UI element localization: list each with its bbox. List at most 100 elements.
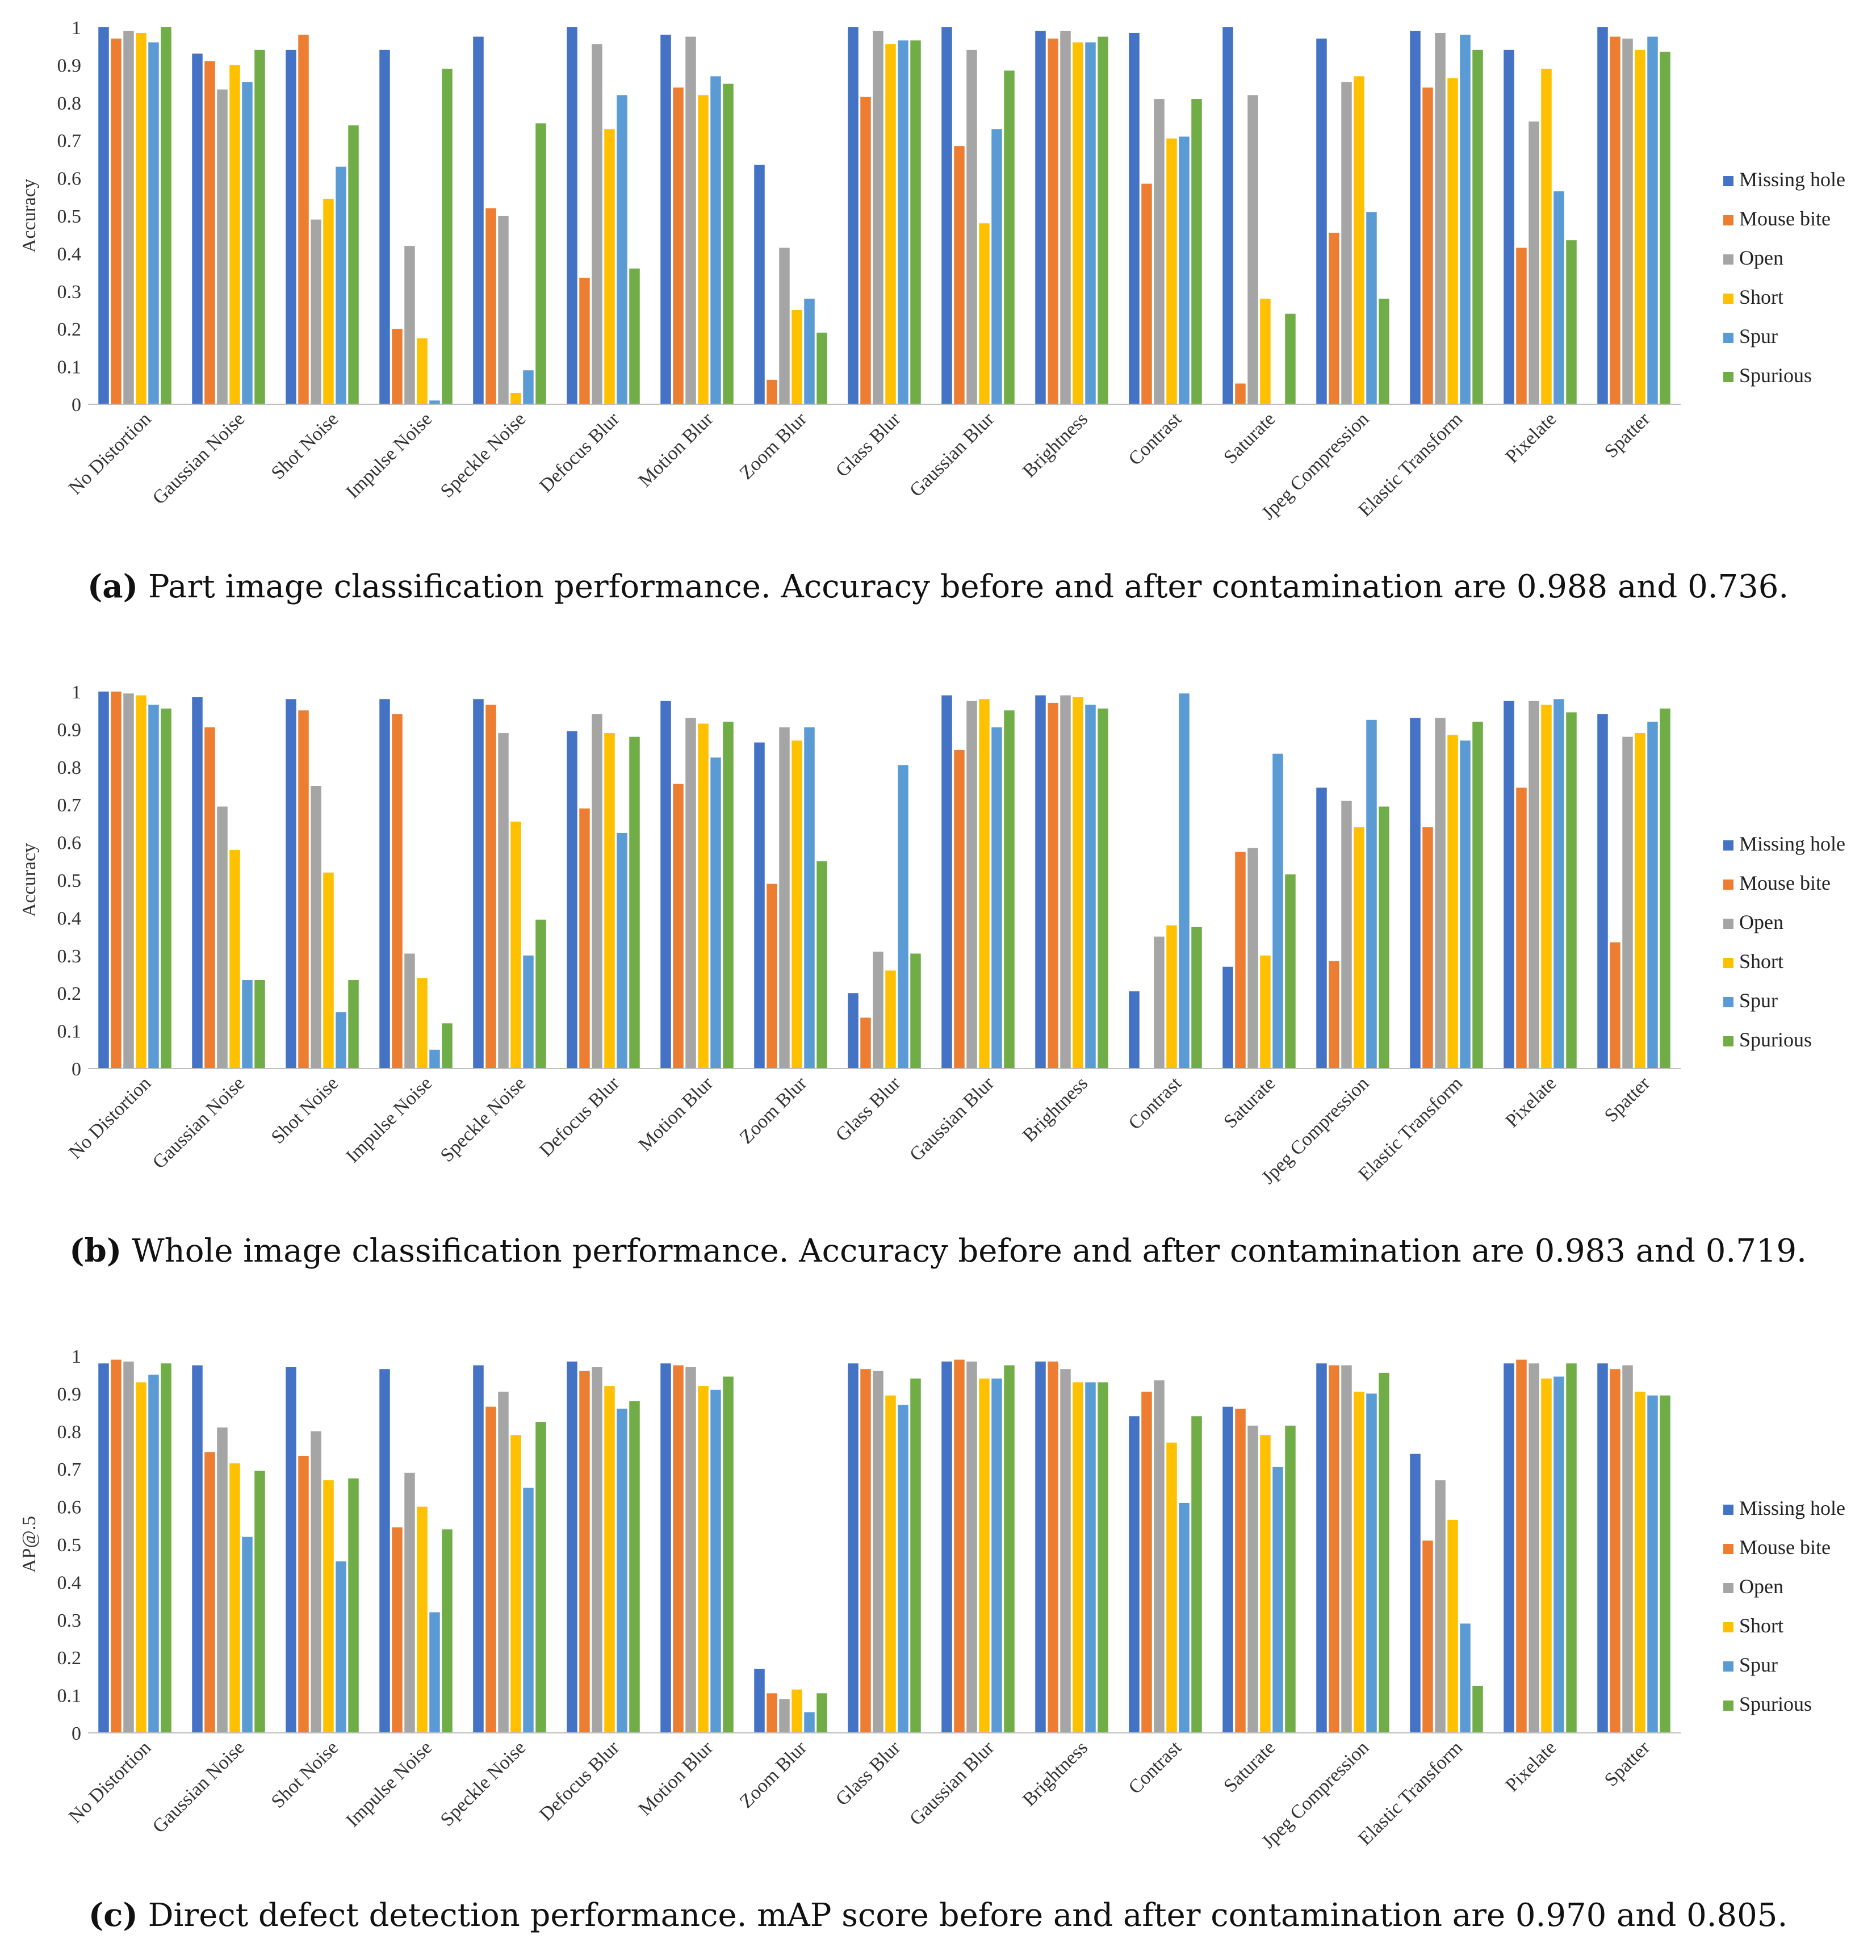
- y-tick-label: 0.2: [57, 1648, 82, 1669]
- bar-no-distortion-missing-hole: [98, 27, 109, 404]
- bar-zoom-blur-open: [779, 1699, 790, 1733]
- bar-speckle-noise-missing-hole: [473, 36, 484, 405]
- bar-spatter-spur: [1647, 36, 1658, 405]
- y-tick-label: 0.4: [57, 244, 82, 265]
- bar-contrast-open: [1154, 936, 1165, 1069]
- bar-speckle-noise-spurious: [535, 919, 546, 1069]
- panel-c: 0 0.1 0.2 0.3 0.4 0.5 0.6 0.7 0.8 0.9 1 AP@.5 No Dis…: [0, 1329, 1876, 1960]
- y-tick-label: 0: [72, 395, 81, 416]
- caption-a-text: Part image classification performance. A…: [148, 568, 1789, 605]
- legend-label-short: Short: [1739, 286, 1783, 308]
- bar-jpeg-compression-open: [1341, 801, 1352, 1069]
- bar-brightness-mouse-bite: [1048, 38, 1058, 405]
- bar-contrast-spur: [1179, 136, 1190, 404]
- bar-motion-blur-spur: [710, 1389, 721, 1733]
- bar-saturate-mouse-bite: [1235, 383, 1246, 404]
- bar-gaussian-blur-mouse-bite: [954, 146, 965, 404]
- caption-a-label: (a): [87, 568, 139, 605]
- bar-impulse-noise-short: [417, 338, 428, 404]
- bar-elastic-transform-mouse-bite: [1422, 87, 1433, 405]
- bar-jpeg-compression-spurious: [1379, 1372, 1389, 1733]
- y-tick-label: 0.9: [57, 55, 82, 76]
- bar-contrast-missing-hole: [1129, 1416, 1140, 1733]
- x-tick-label-contrast: Contrast: [1125, 408, 1186, 470]
- y-axis-title: Accuracy: [19, 843, 40, 917]
- bar-jpeg-compression-spur: [1366, 719, 1377, 1069]
- x-tick-label-no-distortion: No Distortion: [65, 1737, 155, 1827]
- bar-elastic-transform-spur: [1460, 1623, 1471, 1733]
- x-tick-label-contrast: Contrast: [1125, 1737, 1186, 1798]
- x-tick-label-saturate: Saturate: [1220, 1737, 1279, 1796]
- legend-label-open: Open: [1739, 911, 1783, 933]
- bar-gaussian-noise-short: [229, 65, 240, 404]
- bar-pixelate-missing-hole: [1504, 49, 1514, 405]
- bar-motion-blur-open: [685, 718, 696, 1069]
- panel-a: 0 0.1 0.2 0.3 0.4 0.5 0.6 0.7 0.8 0.9 1 Accuracy No …: [0, 0, 1876, 636]
- bar-glass-blur-missing-hole: [848, 993, 859, 1069]
- bar-elastic-transform-short: [1447, 1519, 1458, 1733]
- bar-speckle-noise-short: [510, 393, 521, 404]
- bar-no-distortion-short: [136, 32, 146, 404]
- bar-elastic-transform-mouse-bite: [1422, 827, 1433, 1069]
- bar-motion-blur-spur: [710, 757, 721, 1069]
- bar-gaussian-noise-spurious: [254, 49, 265, 405]
- bar-brightness-missing-hole: [1035, 695, 1046, 1069]
- bar-no-distortion-spurious: [161, 1363, 171, 1733]
- bar-shot-noise-spur: [336, 1012, 346, 1069]
- bar-contrast-spurious: [1191, 927, 1202, 1069]
- bar-brightness-spur: [1085, 42, 1096, 404]
- bar-contrast-open: [1154, 99, 1165, 404]
- bar-defocus-blur-spurious: [629, 268, 640, 404]
- bar-defocus-blur-spurious: [629, 1401, 640, 1733]
- bar-impulse-noise-mouse-bite: [392, 714, 403, 1069]
- bar-glass-blur-mouse-bite: [860, 97, 871, 405]
- x-tick-label-defocus-blur: Defocus Blur: [535, 1073, 624, 1161]
- bar-gaussian-noise-mouse-bite: [204, 1452, 215, 1733]
- bar-jpeg-compression-short: [1354, 827, 1364, 1069]
- bar-contrast-short: [1166, 925, 1177, 1069]
- bar-speckle-noise-mouse-bite: [485, 1406, 496, 1733]
- bar-zoom-blur-spur: [804, 1712, 815, 1733]
- bar-shot-noise-spur: [336, 166, 346, 404]
- bar-saturate-mouse-bite: [1235, 852, 1246, 1069]
- bar-glass-blur-open: [873, 31, 883, 404]
- bar-contrast-short: [1166, 138, 1177, 404]
- bar-zoom-blur-short: [792, 1689, 802, 1733]
- bar-impulse-noise-short: [417, 1506, 428, 1733]
- bar-shot-noise-short: [323, 199, 334, 404]
- bar-no-distortion-spur: [148, 705, 159, 1069]
- legend-swatch-mouse-bite: [1723, 215, 1733, 225]
- x-tick-label-gaussian-noise: Gaussian Noise: [149, 1737, 249, 1837]
- x-tick-label-saturate: Saturate: [1220, 408, 1279, 468]
- bar-motion-blur-mouse-bite: [673, 784, 684, 1069]
- bar-gaussian-noise-missing-hole: [192, 697, 203, 1069]
- bar-glass-blur-spur: [898, 765, 908, 1069]
- bar-shot-noise-short: [323, 1480, 334, 1733]
- bar-brightness-short: [1073, 1382, 1083, 1733]
- bar-elastic-transform-missing-hole: [1410, 1454, 1421, 1733]
- bar-zoom-blur-missing-hole: [754, 1669, 765, 1733]
- x-tick-label-speckle-noise: Speckle Noise: [437, 1737, 530, 1830]
- bar-speckle-noise-spur: [523, 370, 534, 404]
- bar-speckle-noise-short: [510, 1435, 521, 1733]
- bar-saturate-spur: [1272, 753, 1283, 1069]
- bar-spatter-missing-hole: [1597, 1363, 1608, 1733]
- legend-swatch-short: [1723, 294, 1733, 304]
- y-tick-label: 0.4: [57, 1572, 82, 1593]
- bar-contrast-open: [1154, 1380, 1165, 1733]
- bar-saturate-spurious: [1285, 1425, 1296, 1733]
- bar-shot-noise-spurious: [348, 125, 359, 404]
- legend-label-missing-hole: Missing hole: [1739, 168, 1845, 191]
- bar-zoom-blur-spur: [804, 299, 815, 404]
- bar-speckle-noise-open: [498, 1392, 509, 1733]
- bar-no-distortion-missing-hole: [98, 692, 109, 1069]
- x-tick-label-brightness: Brightness: [1019, 1737, 1092, 1810]
- bar-glass-blur-spurious: [910, 40, 921, 405]
- y-tick-label: 0.3: [57, 946, 82, 967]
- x-tick-label-pixelate: Pixelate: [1502, 1737, 1561, 1796]
- bar-speckle-noise-short: [510, 822, 521, 1069]
- bar-spatter-open: [1622, 736, 1633, 1069]
- x-tick-label-glass-blur: Glass Blur: [832, 1073, 905, 1146]
- y-tick-label: 0.1: [57, 1686, 82, 1707]
- bar-saturate-missing-hole: [1222, 27, 1233, 404]
